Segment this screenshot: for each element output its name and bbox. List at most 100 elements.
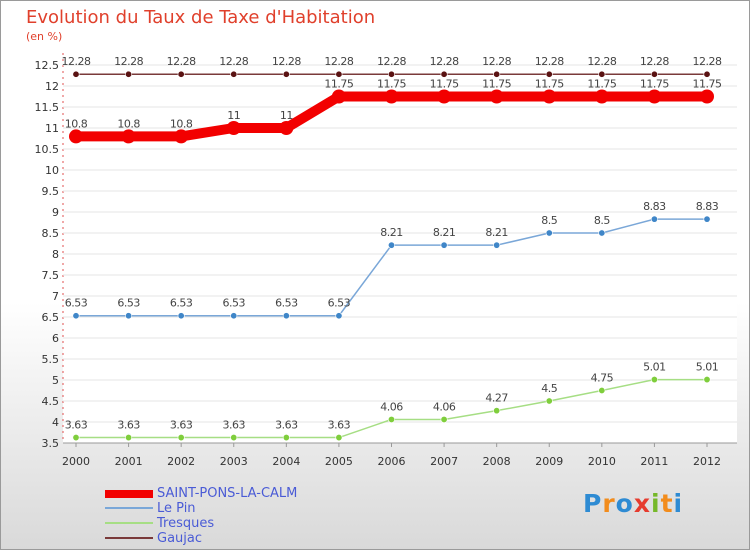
data-point: [703, 70, 711, 78]
data-point: [230, 70, 238, 78]
data-point: [598, 386, 606, 394]
x-tick-label: 2004: [272, 455, 300, 468]
data-label: 11.75: [587, 78, 616, 91]
data-point: [647, 89, 662, 104]
data-point: [387, 70, 395, 78]
data-point: [437, 89, 452, 104]
data-point: [226, 121, 241, 135]
y-tick-label: 6.5: [42, 311, 60, 324]
data-point: [72, 312, 80, 320]
data-point: [335, 70, 343, 78]
logo-letter: x: [633, 489, 651, 518]
y-tick-label: 9: [52, 206, 59, 219]
data-point: [542, 89, 557, 104]
data-label: 12.28: [430, 55, 459, 68]
x-tick-label: 2009: [535, 455, 563, 468]
logo-letter: i: [651, 489, 661, 518]
data-label: 12.28: [272, 55, 301, 68]
unit-label: (en %): [26, 30, 63, 43]
data-label: 12.28: [587, 55, 616, 68]
data-label: 12.28: [324, 55, 353, 68]
data-label: 6.53: [328, 297, 351, 310]
x-tick-label: 2002: [167, 455, 195, 468]
x-tick-label: 2012: [693, 455, 721, 468]
data-point: [598, 229, 606, 237]
data-label: 12.28: [219, 55, 248, 68]
data-point: [650, 376, 658, 384]
data-point: [493, 70, 501, 78]
data-point: [387, 415, 395, 423]
data-label: 8.5: [594, 214, 610, 227]
data-label: 4.06: [380, 400, 403, 413]
data-point: [177, 70, 185, 78]
chart-title: Evolution du Taux de Taxe d'Habitation: [26, 7, 376, 28]
data-label: 11.75: [324, 78, 353, 91]
data-label: 10.8: [117, 117, 140, 130]
data-point: [174, 129, 189, 144]
plot-area: [63, 53, 737, 443]
y-tick-label: 11.5: [35, 101, 60, 114]
data-label: 8.83: [643, 200, 666, 213]
data-point: [493, 407, 501, 415]
data-label: 5.01: [696, 361, 719, 374]
data-point: [230, 312, 238, 320]
legend-swatch: [105, 522, 153, 524]
data-point: [545, 229, 553, 237]
y-tick-label: 8.5: [42, 227, 60, 240]
data-point: [440, 241, 448, 249]
data-label: 12.28: [62, 55, 91, 68]
data-label: 3.63: [170, 419, 193, 432]
legend-swatch: [105, 537, 153, 539]
data-point: [384, 89, 399, 104]
data-label: 12.28: [377, 55, 406, 68]
data-label: 6.53: [117, 297, 140, 310]
data-label: 12.28: [114, 55, 143, 68]
data-point: [545, 397, 553, 405]
proxiti-logo: Proxiti: [583, 489, 683, 518]
data-point: [335, 312, 343, 320]
data-label: 3.63: [223, 419, 246, 432]
data-label: 11.75: [377, 78, 406, 91]
data-point: [493, 241, 501, 249]
data-label: 12.28: [482, 55, 511, 68]
data-point: [72, 70, 80, 78]
x-tick-label: 2005: [325, 455, 353, 468]
y-tick-label: 12.5: [35, 59, 60, 72]
data-point: [650, 70, 658, 78]
legend-label: SAINT-PONS-LA-CALM: [157, 486, 298, 501]
x-tick-label: 2006: [378, 455, 406, 468]
data-point: [440, 415, 448, 423]
data-point: [440, 70, 448, 78]
data-label: 3.63: [117, 419, 140, 432]
x-tick-label: 2007: [430, 455, 458, 468]
data-label: 11.75: [430, 78, 459, 91]
data-label: 11: [280, 109, 293, 122]
data-label: 11.75: [640, 78, 669, 91]
x-tick-label: 2008: [483, 455, 511, 468]
y-tick-label: 10: [45, 164, 59, 177]
data-point: [282, 434, 290, 442]
y-tick-label: 4: [52, 416, 59, 429]
data-label: 4.06: [433, 400, 456, 413]
data-point: [598, 70, 606, 78]
data-label: 6.53: [223, 297, 246, 310]
data-point: [387, 241, 395, 249]
data-label: 6.53: [65, 297, 88, 310]
y-tick-label: 3.5: [42, 437, 60, 450]
logo-letter: o: [615, 489, 634, 518]
data-label: 8.21: [485, 226, 508, 239]
x-tick-label: 2003: [220, 455, 248, 468]
data-label: 12.28: [167, 55, 196, 68]
legend-swatch: [105, 490, 153, 498]
y-tick-label: 12: [45, 80, 59, 93]
data-point: [125, 434, 133, 442]
data-label: 12.28: [693, 55, 722, 68]
x-tick-label: 2001: [115, 455, 143, 468]
data-point: [121, 129, 136, 144]
data-point: [72, 434, 80, 442]
data-point: [282, 312, 290, 320]
data-point: [279, 121, 294, 135]
data-label: 4.27: [485, 392, 508, 405]
data-point: [125, 312, 133, 320]
